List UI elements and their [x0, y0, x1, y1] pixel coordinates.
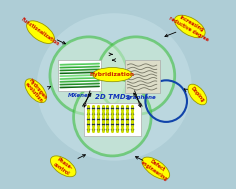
Text: Hydrogen
evolution: Hydrogen evolution [23, 77, 48, 104]
Ellipse shape [37, 13, 192, 161]
Ellipse shape [51, 156, 76, 177]
Text: Functionalization: Functionalization [20, 17, 61, 47]
Text: Doping: Doping [190, 86, 205, 103]
Ellipse shape [142, 157, 170, 179]
Text: Defect
engineering: Defect engineering [140, 155, 172, 182]
Text: MXenes: MXenes [68, 93, 92, 98]
Ellipse shape [93, 68, 132, 82]
Ellipse shape [174, 15, 205, 38]
FancyBboxPatch shape [84, 103, 141, 136]
Ellipse shape [188, 84, 207, 105]
Text: Increasing
reductive degree: Increasing reductive degree [168, 11, 212, 42]
Circle shape [50, 37, 127, 114]
Text: Phase-
control: Phase- control [52, 156, 74, 176]
Text: Hybridization: Hybridization [90, 72, 135, 77]
Ellipse shape [27, 21, 55, 43]
FancyBboxPatch shape [59, 60, 101, 91]
Text: 2D TMDs: 2D TMDs [95, 94, 130, 100]
Text: graphene: graphene [127, 95, 156, 100]
Circle shape [74, 78, 151, 156]
Ellipse shape [25, 79, 46, 103]
FancyBboxPatch shape [125, 60, 160, 93]
Circle shape [97, 37, 175, 114]
